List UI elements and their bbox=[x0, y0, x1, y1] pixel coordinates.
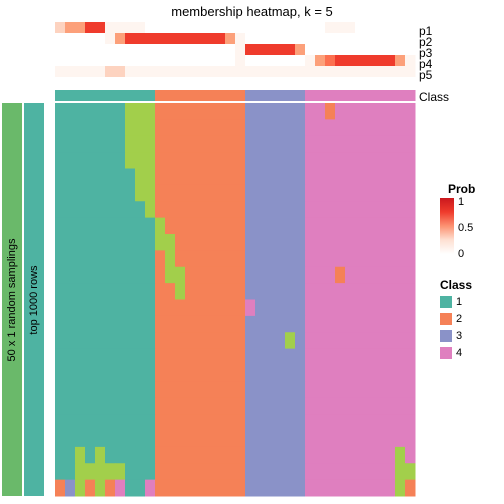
legend-class-item: 2 bbox=[440, 313, 462, 325]
legend-swatch bbox=[440, 330, 452, 342]
legend-prob-gradient bbox=[440, 198, 454, 254]
legend-class-item: 3 bbox=[440, 330, 462, 342]
legend-swatch bbox=[440, 347, 452, 359]
legend-prob-title: Prob bbox=[448, 182, 475, 196]
row-label: Class bbox=[419, 90, 449, 104]
legend-prob-tick: 0 bbox=[458, 248, 464, 260]
legend-class-label: 3 bbox=[456, 330, 462, 342]
legend-class-item: 1 bbox=[440, 296, 462, 308]
legend-swatch bbox=[440, 296, 452, 308]
heatmap-container: membership heatmap, k = 5 50 x 1 random … bbox=[0, 0, 504, 504]
legend-prob-tick: 1 bbox=[458, 196, 464, 208]
legend-prob-tick: 0.5 bbox=[458, 222, 473, 234]
legend-class-label: 2 bbox=[456, 313, 462, 325]
legend-class-label: 1 bbox=[456, 296, 462, 308]
legend-class-title: Class bbox=[440, 278, 472, 292]
legend-class-item: 4 bbox=[440, 347, 462, 359]
row-label: p5 bbox=[419, 68, 432, 82]
legend-swatch bbox=[440, 313, 452, 325]
legend-class-label: 4 bbox=[456, 347, 462, 359]
